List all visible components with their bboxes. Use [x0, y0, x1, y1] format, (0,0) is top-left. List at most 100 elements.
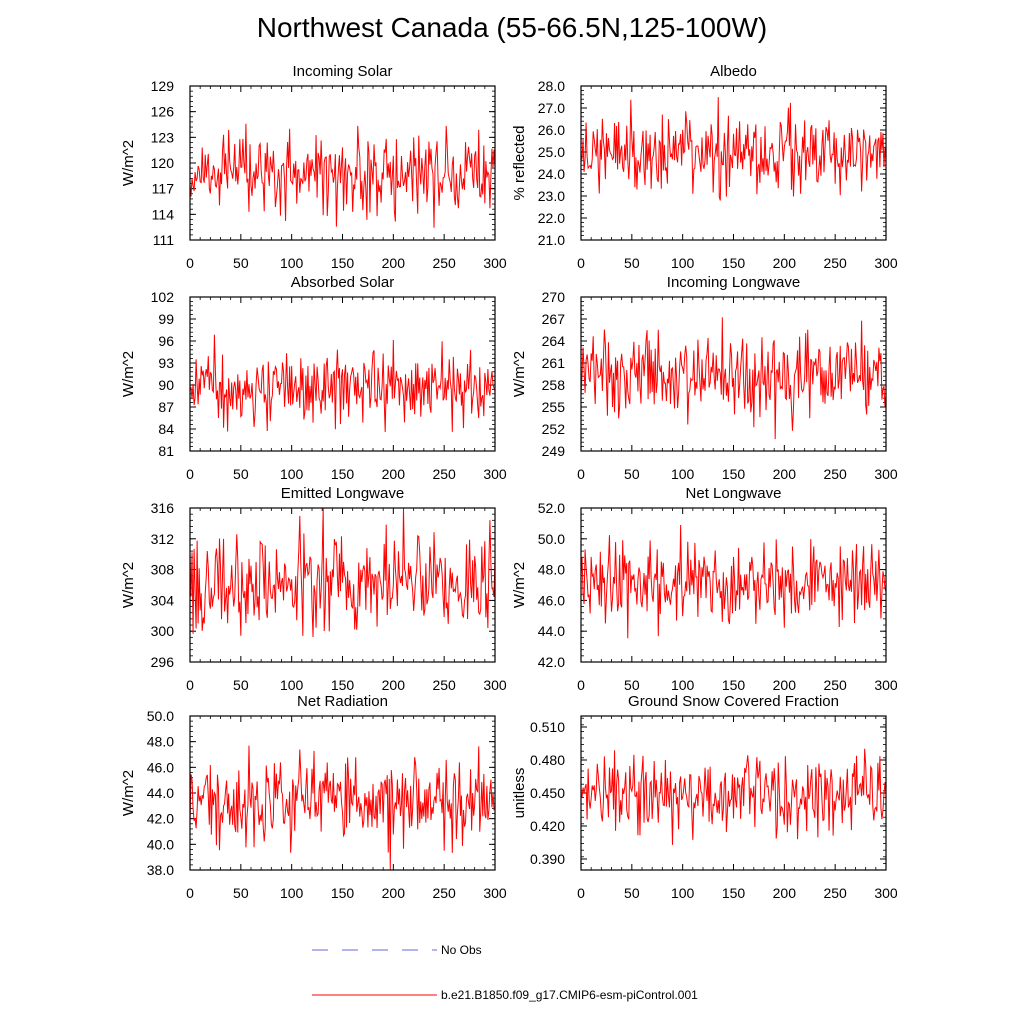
x-tick-label: 150	[331, 466, 355, 482]
y-tick-label: 258	[542, 377, 566, 393]
panel-title-albedo: Albedo	[710, 63, 757, 80]
series-line-absorbed-solar	[189, 334, 496, 432]
plot-frame	[189, 296, 496, 452]
y-axis-label-albedo: % reflected	[511, 125, 528, 200]
y-tick-label: 28.0	[538, 78, 565, 94]
y-tick-label: 114	[152, 206, 175, 222]
x-tick-label: 100	[280, 885, 304, 901]
x-tick-label: 0	[186, 677, 194, 693]
plot-frame	[580, 715, 887, 871]
x-tick-label: 300	[483, 885, 507, 901]
x-tick-label: 300	[874, 255, 898, 271]
plot-frame	[189, 715, 496, 871]
x-tick-label: 100	[671, 677, 695, 693]
series-line-net-longwave	[580, 525, 887, 639]
y-tick-label: 300	[151, 623, 175, 639]
x-tick-label: 100	[671, 466, 695, 482]
y-tick-label: 48.0	[538, 562, 565, 578]
panel-title-incoming-longwave: Incoming Longwave	[667, 274, 800, 291]
y-tick-label: 50.0	[147, 708, 174, 724]
panel-emitted-longwave: Emitted Longwave W/m^2 0 50 100 150 200 250 300 2…	[120, 485, 507, 693]
x-tick-label: 0	[577, 885, 585, 901]
x-tick-label: 250	[432, 885, 456, 901]
x-tick-label: 0	[186, 255, 194, 271]
x-tick-label: 150	[331, 677, 355, 693]
panel-title-ground-snow-covered-fraction: Ground Snow Covered Fraction	[628, 693, 839, 710]
y-tick-label: 81	[158, 443, 174, 459]
y-tick-label: 0.480	[530, 752, 565, 768]
y-tick-label: 267	[542, 311, 566, 327]
x-tick-label: 150	[722, 677, 746, 693]
panel-net-radiation: Net Radiation W/m^2 0 50 100 150 200 250 300 38.0…	[120, 693, 507, 901]
plot-frame	[580, 507, 887, 663]
y-axis-label-incoming-solar: W/m^2	[120, 140, 137, 186]
y-tick-label: 46.0	[147, 759, 174, 775]
y-tick-label: 111	[153, 232, 174, 248]
panel-net-longwave: Net Longwave W/m^2 0 50 100 150 200 250 300 42.0 4…	[511, 485, 898, 693]
series-line-ground-snow-covered-fraction	[580, 748, 887, 845]
y-tick-label: 38.0	[147, 862, 174, 878]
y-tick-label: 129	[151, 78, 175, 94]
x-tick-label: 50	[233, 885, 249, 901]
y-tick-label: 25.0	[538, 144, 565, 160]
x-tick-label: 200	[382, 466, 406, 482]
x-tick-label: 50	[624, 885, 640, 901]
x-tick-label: 200	[773, 885, 797, 901]
y-tick-label: 308	[151, 562, 175, 578]
y-tick-label: 46.0	[538, 592, 565, 608]
y-tick-label: 90	[158, 377, 174, 393]
x-tick-label: 150	[722, 255, 746, 271]
y-tick-label: 270	[542, 289, 566, 305]
x-tick-label: 0	[186, 885, 194, 901]
y-tick-label: 48.0	[147, 734, 174, 750]
y-tick-label: 21.0	[538, 232, 565, 248]
x-tick-label: 100	[671, 255, 695, 271]
x-tick-label: 0	[577, 677, 585, 693]
panel-title-net-longwave: Net Longwave	[686, 485, 782, 502]
y-tick-label: 120	[151, 155, 175, 171]
y-tick-label: 126	[151, 104, 175, 120]
y-tick-label: 96	[158, 333, 174, 349]
x-tick-label: 200	[773, 255, 797, 271]
x-tick-label: 150	[331, 885, 355, 901]
plot-frame	[189, 85, 496, 241]
series-line-emitted-longwave	[189, 507, 496, 637]
panel-title-net-radiation: Net Radiation	[297, 693, 388, 710]
y-tick-label: 99	[158, 311, 174, 327]
x-tick-label: 150	[331, 255, 355, 271]
x-tick-label: 200	[773, 677, 797, 693]
y-tick-label: 24.0	[538, 166, 565, 182]
x-tick-label: 250	[823, 885, 847, 901]
x-tick-label: 100	[280, 466, 304, 482]
panel-ground-snow-covered-fraction: Ground Snow Covered Fraction unitless 0 50 1…	[511, 693, 898, 901]
x-tick-label: 250	[823, 255, 847, 271]
plot-frame	[580, 85, 887, 241]
x-tick-label: 50	[233, 255, 249, 271]
y-tick-label: 40.0	[147, 836, 174, 852]
figure-title: Northwest Canada (55-66.5N,125-100W)	[256, 12, 768, 43]
panel-incoming-longwave: Incoming Longwave W/m^2 0 50 100 150 200 250 300…	[511, 274, 898, 482]
x-tick-label: 300	[874, 677, 898, 693]
series-line-incoming-longwave	[580, 317, 887, 440]
y-tick-label: 93	[158, 355, 174, 371]
y-tick-label: 123	[151, 129, 175, 145]
panel-absorbed-solar: Absorbed Solar W/m^2 0 50 100 150 200 250 300 81 8…	[120, 274, 507, 482]
y-tick-label: 117	[152, 181, 175, 197]
y-tick-label: 87	[158, 399, 174, 415]
series-line-net-radiation	[189, 745, 496, 871]
y-axis-label-absorbed-solar: W/m^2	[120, 351, 137, 397]
x-tick-label: 50	[233, 677, 249, 693]
y-tick-label: 261	[542, 355, 566, 371]
panel-title-incoming-solar: Incoming Solar	[292, 63, 392, 80]
x-tick-label: 100	[671, 885, 695, 901]
panel-title-emitted-longwave: Emitted Longwave	[281, 485, 404, 502]
x-tick-label: 250	[432, 677, 456, 693]
x-tick-label: 250	[432, 466, 456, 482]
y-tick-label: 22.0	[538, 210, 565, 226]
x-tick-label: 250	[823, 677, 847, 693]
y-tick-label: 50.0	[538, 531, 565, 547]
x-tick-label: 300	[483, 255, 507, 271]
y-axis-label-ground-snow-covered-fraction: unitless	[511, 768, 528, 819]
series-line-incoming-solar	[189, 123, 496, 228]
legend-model-label: b.e21.B1850.f09_g17.CMIP6-esm-piControl.…	[441, 988, 698, 1002]
